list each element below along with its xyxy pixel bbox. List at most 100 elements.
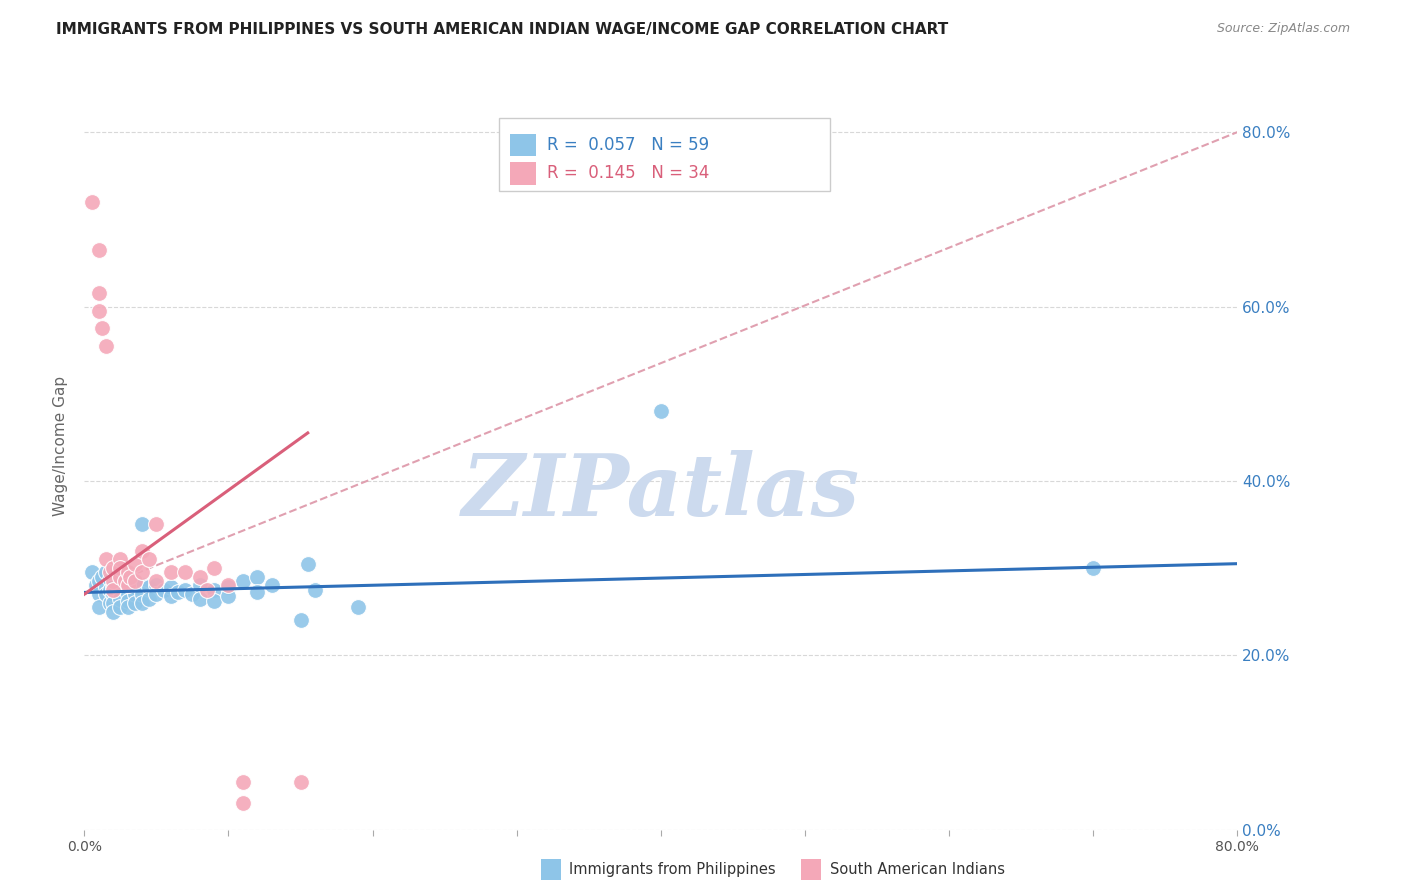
Point: [131, 578, 153, 592]
Point: [110, 552, 132, 566]
Point: [145, 587, 167, 601]
Point: [80, 194, 103, 209]
Point: [87, 574, 110, 588]
Point: [98, 566, 121, 580]
Point: [120, 570, 142, 584]
Point: [117, 587, 139, 601]
Point: [87, 600, 110, 615]
Point: [117, 600, 139, 615]
Point: [195, 582, 218, 597]
Point: [131, 566, 153, 580]
Point: [304, 582, 326, 597]
Point: [87, 286, 110, 301]
Point: [103, 605, 124, 619]
Point: [188, 570, 211, 584]
Point: [114, 574, 136, 588]
Point: [87, 587, 110, 601]
Point: [246, 585, 269, 599]
Point: [117, 580, 139, 594]
Text: R =  0.145   N = 34: R = 0.145 N = 34: [547, 164, 709, 182]
Point: [110, 591, 132, 606]
Point: [117, 578, 139, 592]
Point: [90, 321, 112, 335]
Point: [218, 580, 240, 594]
Point: [260, 578, 283, 592]
Point: [246, 570, 269, 584]
Point: [103, 596, 124, 610]
Point: [110, 570, 132, 584]
Point: [103, 580, 124, 594]
Point: [202, 582, 225, 597]
Text: Source: ZipAtlas.com: Source: ZipAtlas.com: [1216, 22, 1350, 36]
Point: [117, 566, 139, 580]
Point: [124, 578, 146, 592]
Point: [103, 561, 124, 575]
Point: [94, 566, 117, 580]
Point: [145, 578, 167, 592]
Point: [94, 552, 117, 566]
Point: [131, 543, 153, 558]
Point: [174, 566, 197, 580]
Point: [124, 587, 146, 601]
Point: [98, 572, 121, 586]
Point: [145, 574, 167, 588]
Point: [124, 574, 146, 588]
Point: [124, 557, 146, 571]
Point: [110, 600, 132, 615]
Point: [87, 304, 110, 318]
Point: [138, 552, 160, 566]
Point: [167, 585, 190, 599]
Point: [80, 566, 103, 580]
Point: [103, 574, 124, 588]
Text: Immigrants from Philippines: Immigrants from Philippines: [569, 863, 776, 877]
Point: [87, 243, 110, 257]
Point: [131, 517, 153, 532]
Point: [181, 587, 204, 601]
Point: [110, 574, 132, 588]
Point: [145, 517, 167, 532]
Point: [232, 574, 254, 588]
Point: [131, 587, 153, 601]
Point: [98, 596, 121, 610]
Point: [110, 582, 132, 597]
Point: [218, 578, 240, 592]
Point: [160, 566, 183, 580]
Point: [117, 594, 139, 608]
Point: [110, 561, 132, 575]
Point: [94, 587, 117, 601]
Text: R =  0.057   N = 59: R = 0.057 N = 59: [547, 136, 709, 153]
Text: IMMIGRANTS FROM PHILIPPINES VS SOUTH AMERICAN INDIAN WAGE/INCOME GAP CORRELATION: IMMIGRANTS FROM PHILIPPINES VS SOUTH AME…: [56, 22, 949, 37]
Point: [94, 339, 117, 353]
Point: [297, 557, 319, 571]
Point: [347, 600, 370, 615]
Point: [188, 591, 211, 606]
Point: [90, 570, 112, 584]
Point: [202, 594, 225, 608]
Point: [290, 774, 312, 789]
Point: [160, 589, 183, 603]
Point: [117, 574, 139, 588]
Point: [218, 589, 240, 603]
Point: [152, 582, 174, 597]
Point: [103, 582, 124, 597]
Text: ZIPatlas: ZIPatlas: [461, 450, 860, 533]
Point: [202, 561, 225, 575]
Point: [138, 580, 160, 594]
Point: [103, 587, 124, 601]
Point: [650, 404, 672, 418]
Text: South American Indians: South American Indians: [830, 863, 1004, 877]
Point: [94, 580, 117, 594]
Point: [160, 580, 183, 594]
Point: [232, 797, 254, 811]
Point: [103, 570, 124, 584]
Point: [124, 596, 146, 610]
Point: [188, 578, 211, 592]
Point: [98, 582, 121, 597]
Point: [1083, 561, 1105, 575]
Point: [290, 613, 312, 627]
Point: [174, 582, 197, 597]
Point: [232, 774, 254, 789]
Point: [131, 596, 153, 610]
Point: [138, 591, 160, 606]
Point: [84, 578, 107, 592]
